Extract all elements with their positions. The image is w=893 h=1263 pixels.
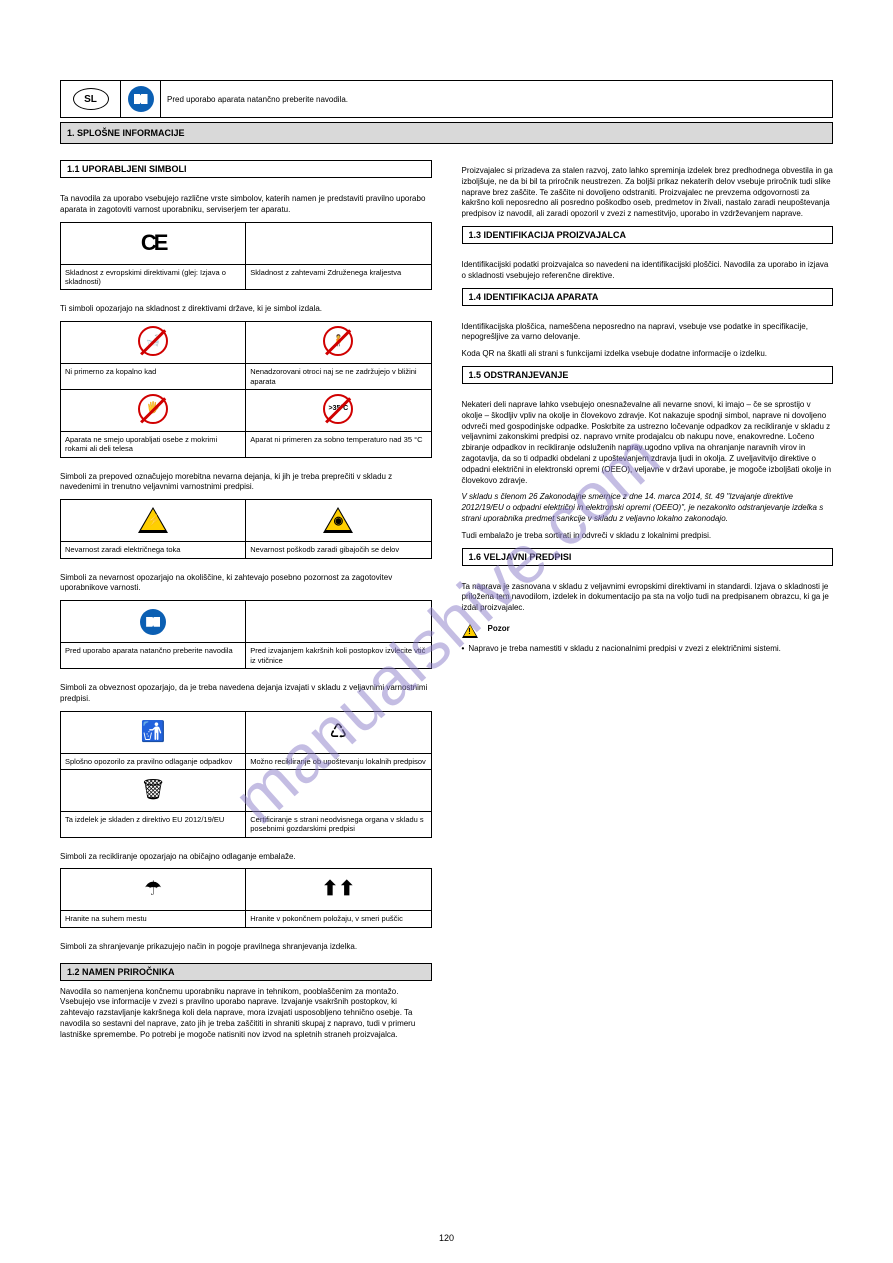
storage-note: Simboli za shranjevanje prikazujejo nači… [60,942,432,953]
identification-text: Identifikacijska ploščica, nameščena nep… [462,322,834,344]
this-side-up-label: Hranite v pokončnem položaju, v smeri pu… [246,911,431,927]
prohibition-note: Simboli za prepoved označujejo morebitna… [60,472,432,494]
manufacturer-text: Identifikacijski podatki proizvajalca so… [462,260,834,282]
recycle-table: 🚮 ♺ Splošno opozorilo za pravilno odlaga… [60,711,432,838]
disposal-pkg: Tudi embalažo je treba sortirati in odvr… [462,531,834,542]
language-cell: SL [61,81,121,117]
left-column: 1.1 UPORABLJENI SIMBOLI Ta navodila za u… [60,160,432,1047]
disposal-em: V skladu s členom 26 Zakonodajne smernic… [462,492,834,524]
tidy-man-icon: 🚮 [138,717,168,747]
cert-icon-cell [246,769,431,811]
no-high-temp-icon: >35°C [323,394,353,424]
ce-label: Skladnost z evropskimi direktivami (glej… [61,264,246,290]
attention-label: Pozor [488,624,510,633]
header-note: Pred uporabo aparata natančno preberite … [161,81,832,117]
purpose-text: Navodila so namenjena končnemu uporabnik… [60,987,432,1041]
no-children-label: Nenadzorovani otroci naj se ne zadržujej… [246,364,431,390]
storage-table: ☂ ⬆⬆ Hranite na suhem mestu Hranite v po… [60,868,432,927]
weee-label: Ta izdelek je skladen z direktivo EU 201… [61,811,246,837]
section-heading: 1. SPLOŠNE INFORMACIJE [60,122,833,144]
danger-table: ⚡ ◉ Nevarnost zaradi električnega toka N… [60,499,432,558]
right-column: Proizvajalec si prizadeva za stalen razv… [462,160,834,1047]
keep-dry-icon: ☂ [138,875,168,905]
keep-dry-label: Hranite na suhem mestu [61,911,246,927]
header-manual-icon-cell [121,81,161,117]
cert-label: Certificiranje s strani neodvisnega orga… [246,811,431,837]
manufacturer-heading: 1.3 IDENTIFIKACIJA PROIZVAJALCA [462,226,834,244]
read-manual-label: Pred uporabo aparata natančno preberite … [61,643,246,669]
disposal-intro: Nekateri deli naprave lahko vsebujejo on… [462,400,834,486]
electric-hazard-icon: ⚡ [138,507,168,533]
prohibition-table: 🛁 🧍 Ni primerno za kopalno kad Nenadzoro… [60,321,432,458]
compliance-table: CE Skladnost z evropskimi direktivami (g… [60,222,432,291]
no-bath-icon: 🛁 [138,326,168,356]
unplug-icon-cell [246,601,431,643]
identification-qr-text: Koda QR na škatli ali strani s funkcijam… [462,349,834,360]
header-bar: SL Pred uporabo aparata natančno preberi… [60,80,833,118]
ukca-icon-cell [246,222,431,264]
compliance-note: Ti simboli opozarjajo na skladnost z dir… [60,304,432,315]
no-wet-hands-icon: 🖐 [138,394,168,424]
page-container: SL Pred uporabo aparata natančno preberi… [0,0,893,1077]
ce-mark-icon: CE [141,230,166,255]
regulations-heading: 1.6 VELJAVNI PREDPISI [462,548,834,566]
recycle-note: Simboli za recikliranje opozarjajo na ob… [60,852,432,863]
pap-recycle-icon: ♺ [323,717,353,747]
no-temp-label: Aparat ni primeren za sobno temperaturo … [246,431,431,457]
manual-icon [128,86,154,112]
no-children-icon: 🧍 [323,326,353,356]
page-number: 120 [439,1233,454,1243]
ukca-label: Skladnost z zahtevami Združenega kraljes… [246,264,431,290]
language-badge: SL [73,88,109,110]
obligation-table: Pred uporabo aparata natančno preberite … [60,600,432,669]
symbols-heading: 1.1 UPORABLJENI SIMBOLI [60,160,432,178]
no-bath-label: Ni primerno za kopalno kad [61,364,246,390]
pap-label: Možno recikliranje ob upoštevanju lokaln… [246,753,431,769]
obligation-note: Simboli za obveznost opozarjajo, da je t… [60,683,432,705]
symbols-intro: Ta navodila za uporabo vsebujejo različn… [60,194,432,216]
electric-hazard-label: Nevarnost zaradi električnega toka [61,542,246,558]
moving-parts-label: Nevarnost poškodb zaradi gibajočih se de… [246,542,431,558]
no-wet-label: Aparata ne smejo uporabljati osebe z mok… [61,431,246,457]
tidy-man-label: Splošno opozorilo za pravilno odlaganje … [61,753,246,769]
read-manual-icon [140,609,166,635]
attention-icon: ! [462,624,478,638]
disposal-heading: 1.5 ODSTRANJEVANJE [462,366,834,384]
danger-note: Simboli za nevarnost opozarjajo na okoli… [60,573,432,595]
purpose-continued: Proizvajalec si prizadeva za stalen razv… [462,166,834,220]
purpose-heading: 1.2 NAMEN PRIROČNIKA [60,963,432,981]
identification-heading: 1.4 IDENTIFIKACIJA APARATA [462,288,834,306]
moving-parts-hazard-icon: ◉ [323,507,353,533]
regulations-text: Ta naprava je zasnovana v skladu z velja… [462,582,834,614]
weee-icon: 🗑 [138,775,168,805]
unplug-label: Pred izvajanjem kakršnih koli postopkov … [246,643,431,669]
attention-text-body: •Napravo je treba namestiti v skladu z n… [462,644,834,655]
attention-block: ! Pozor [462,624,834,638]
this-side-up-icon: ⬆⬆ [323,875,353,905]
